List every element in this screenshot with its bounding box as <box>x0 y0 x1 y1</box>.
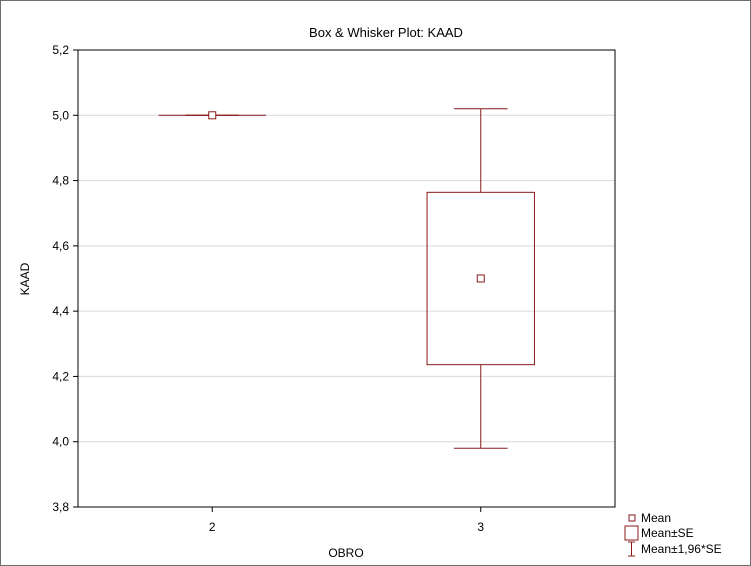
x-tick-label: 2 <box>209 520 216 534</box>
mean-marker <box>476 274 485 283</box>
y-tick-label: 4,8 <box>52 174 69 188</box>
legend-label: Mean±1,96*SE <box>641 542 722 556</box>
mean-marker <box>208 111 217 120</box>
y-axis: 3,8 4,0 4,2 4,4 4,6 4,8 5,0 5,2 <box>52 43 78 514</box>
legend-box-symbol <box>624 525 639 541</box>
legend-label: Mean±SE <box>641 526 694 540</box>
legend-item-box: Mean±SE <box>624 525 694 541</box>
y-tick-label: 4,4 <box>52 304 69 318</box>
legend-mean-symbol <box>628 514 636 522</box>
x-tick-label: 3 <box>477 520 484 534</box>
y-tick-label: 4,6 <box>52 239 69 253</box>
y-tick-label: 5,2 <box>52 43 69 57</box>
x-axis-label: OBRO <box>328 546 363 560</box>
y-tick-label: 5,0 <box>52 108 69 122</box>
plot-area <box>77 49 616 508</box>
legend-label: Mean <box>641 511 671 525</box>
box-group-2 <box>158 111 266 120</box>
legend-item-mean: Mean <box>628 511 671 525</box>
box <box>426 191 535 366</box>
y-tick-label: 4,0 <box>52 435 69 449</box>
legend-item-whisker: Mean±1,96*SE <box>628 541 722 557</box>
chart-title: Box & Whisker Plot: KAAD <box>309 25 463 40</box>
y-tick-label: 3,8 <box>52 500 69 514</box>
box-group-3 <box>426 108 535 449</box>
y-axis-label: KAAD <box>18 262 32 295</box>
y-tick-label: 4,2 <box>52 369 69 383</box>
data-marks <box>158 108 535 449</box>
